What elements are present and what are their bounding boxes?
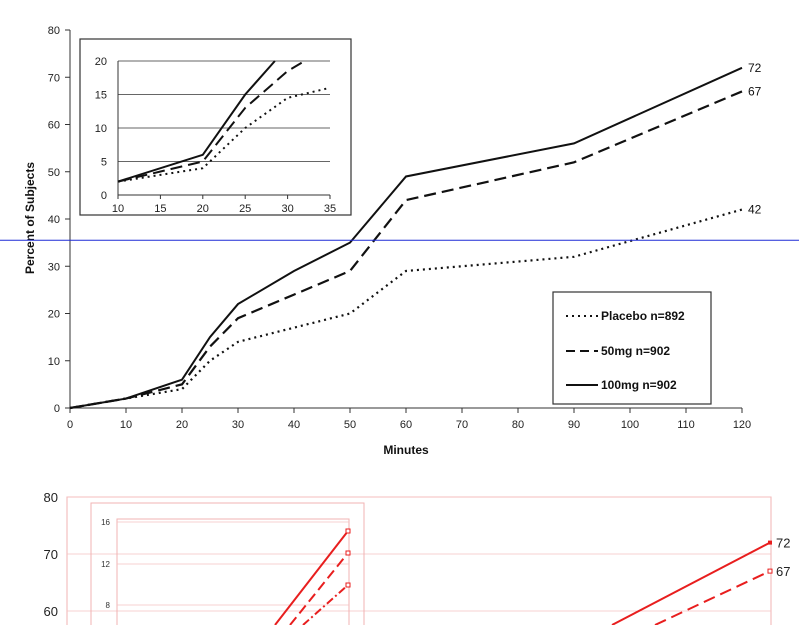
secondary-inset-tick-labels: 16 12 8 — [101, 518, 110, 610]
inset-chart: 0 5 10 15 20 10 15 20 25 30 35 — [79, 38, 352, 216]
inset-y-tick-label: 10 — [95, 123, 107, 135]
secondary-inset-line-dashdot — [302, 584, 349, 625]
secondary-inset-tick-label: 12 — [101, 560, 110, 569]
y-tick-label: 20 — [48, 309, 60, 321]
x-tick-labels: 0 10 20 30 40 50 60 70 80 90 100 110 120 — [67, 408, 751, 431]
y-tick-label: 0 — [54, 403, 60, 415]
inset-series-line-dotted — [117, 86, 331, 183]
secondary-line-dashed — [654, 570, 771, 625]
inset-frame — [79, 38, 352, 216]
inset-series-line-solid — [117, 60, 276, 183]
inset-x-tick-label: 10 — [112, 203, 124, 215]
secondary-series — [274, 528, 773, 625]
legend: Placebo n=892 50mg n=902 100mg n=902 — [552, 291, 712, 405]
inset-x-tick-label: 15 — [154, 203, 166, 215]
secondary-chart: 60 70 80 16 12 8 72 67 — [44, 490, 790, 625]
x-tick-label: 60 — [400, 419, 412, 431]
main-series — [69, 66, 743, 410]
secondary-inset-marker — [345, 550, 351, 556]
secondary-gridlines — [67, 496, 771, 612]
secondary-inset-marker — [345, 582, 351, 588]
secondary-y-tick-label: 80 — [44, 490, 58, 505]
secondary-inset-line-dashed — [289, 552, 349, 625]
secondary-end-label: 67 — [776, 564, 790, 579]
inset-x-tick-label: 20 — [197, 203, 209, 215]
inset-x-tick-label: 35 — [324, 203, 336, 215]
secondary-inset-tick-label: 16 — [101, 518, 110, 527]
x-tick-label: 100 — [621, 419, 639, 431]
x-tick-label: 30 — [232, 419, 244, 431]
inset-y-tick-label: 15 — [95, 90, 107, 102]
inset-y-tick-label: 20 — [95, 56, 107, 68]
secondary-y-tick-labels: 60 70 80 — [44, 490, 58, 619]
y-tick-label: 80 — [48, 25, 60, 37]
inset-x-tick-label: 30 — [281, 203, 293, 215]
y-tick-label: 50 — [48, 167, 60, 179]
y-tick-label: 10 — [48, 356, 60, 368]
secondary-plot-frame — [66, 496, 772, 625]
secondary-inset-tick-label: 8 — [106, 601, 111, 610]
end-label: 42 — [748, 203, 762, 217]
end-label: 67 — [748, 84, 762, 98]
end-label: 72 — [748, 61, 762, 75]
secondary-marker — [767, 568, 773, 574]
y-tick-label: 60 — [48, 120, 60, 132]
secondary-inset-frame — [90, 502, 365, 625]
secondary-end-label: 72 — [776, 536, 790, 551]
series-line-dotted — [69, 208, 743, 410]
inset-x-tick-labels: 10 15 20 25 30 35 — [112, 195, 336, 215]
inset-gridlines — [118, 60, 330, 162]
inset-series-line-dashed — [117, 60, 306, 183]
x-tick-label: 80 — [512, 419, 524, 431]
y-tick-label: 70 — [48, 72, 60, 84]
secondary-y-tick-label: 60 — [44, 604, 58, 619]
series-line-solid — [69, 66, 743, 409]
x-tick-label: 90 — [568, 419, 580, 431]
secondary-inset-gridlines — [117, 521, 349, 606]
inset-y-tick-labels: 0 5 10 15 20 — [95, 56, 107, 202]
x-tick-label: 10 — [120, 419, 132, 431]
x-tick-label: 20 — [176, 419, 188, 431]
x-tick-label: 0 — [67, 419, 73, 431]
inset-y-tick-label: 0 — [101, 190, 107, 202]
legend-label: 50mg n=902 — [601, 344, 670, 358]
inset-x-tick-label: 25 — [239, 203, 251, 215]
secondary-inset-plot — [116, 518, 350, 625]
secondary-inset-marker — [345, 528, 351, 534]
secondary-end-labels: 72 67 — [776, 536, 790, 580]
inset-series — [117, 60, 331, 183]
y-tick-label: 30 — [48, 261, 60, 273]
x-axis-title: Minutes — [383, 443, 429, 457]
secondary-inset-line-solid — [274, 530, 349, 625]
inset-y-tick-label: 5 — [101, 157, 107, 169]
x-tick-label: 50 — [344, 419, 356, 431]
x-tick-label: 40 — [288, 419, 300, 431]
secondary-line-solid — [611, 541, 771, 625]
legend-label: 100mg n=902 — [601, 378, 677, 392]
y-axis-title: Percent of Subjects — [23, 162, 37, 274]
y-tick-label: 40 — [48, 214, 60, 226]
y-tick-labels: 0 10 20 30 40 50 60 70 80 — [48, 25, 70, 415]
x-tick-label: 120 — [733, 419, 751, 431]
legend-label: Placebo n=892 — [601, 309, 685, 323]
x-tick-label: 70 — [456, 419, 468, 431]
x-tick-label: 110 — [677, 419, 695, 431]
end-labels: 42 67 72 — [748, 61, 762, 217]
secondary-marker — [768, 540, 772, 545]
secondary-y-tick-label: 70 — [44, 547, 58, 562]
